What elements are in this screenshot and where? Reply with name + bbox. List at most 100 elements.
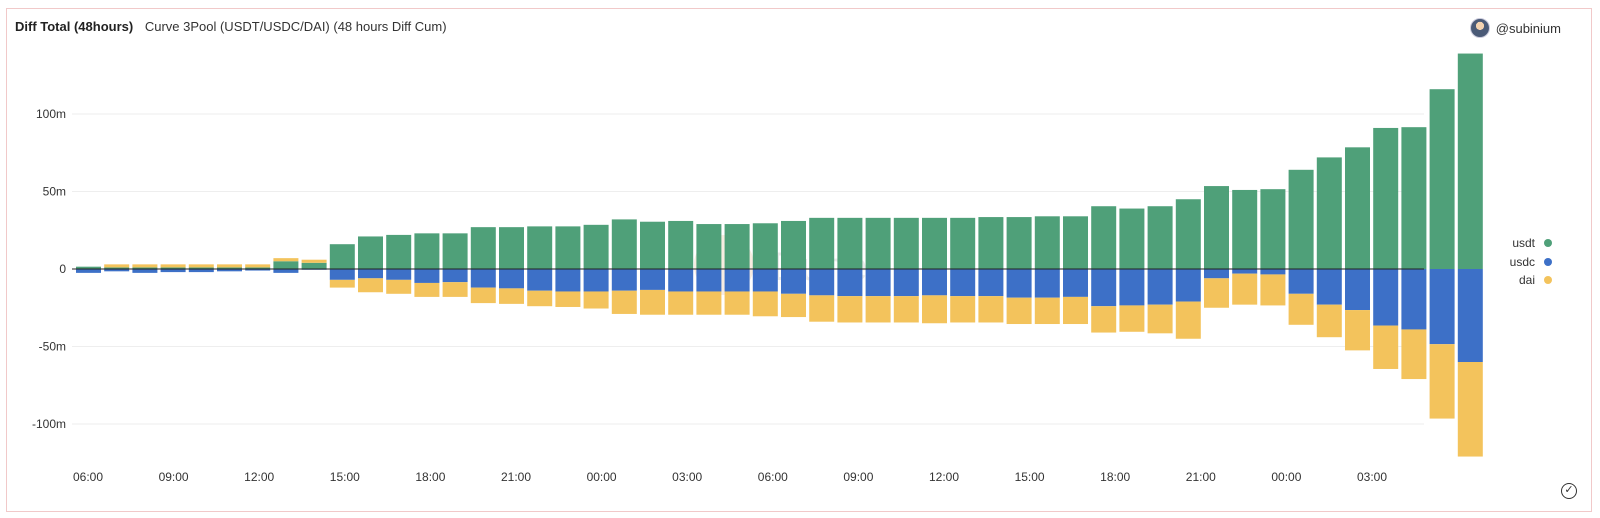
bar-usdc	[611, 269, 637, 291]
bar-usdc	[104, 269, 130, 272]
bar-usdt	[724, 224, 750, 269]
bar-usdc	[1119, 269, 1145, 306]
bar-dai	[245, 264, 271, 268]
bar-usdt	[1316, 157, 1342, 269]
bar-usdc	[809, 269, 835, 296]
bar-usdt	[781, 220, 806, 269]
bar-usdc	[1147, 269, 1173, 305]
bar-usdc	[414, 269, 440, 283]
bar-dai	[611, 290, 637, 314]
bar-usdt	[104, 267, 130, 269]
y-tick-label: -50m	[39, 340, 66, 354]
bar-usdc	[386, 269, 412, 280]
bar-usdt	[668, 220, 694, 269]
bar-usdt	[922, 217, 947, 269]
bar-usdc	[442, 269, 468, 283]
y-tick-label: -100m	[32, 417, 66, 431]
bar-usdt	[499, 227, 524, 269]
bar-usdc	[1401, 269, 1427, 330]
bar-usdc	[1429, 269, 1455, 345]
x-tick-label: 06:00	[73, 470, 103, 484]
y-tick-label: 50m	[43, 185, 66, 199]
bar-usdc	[329, 269, 355, 280]
bar-dai	[132, 264, 158, 268]
bar-usdt	[978, 217, 1004, 269]
bar-dai	[1119, 305, 1145, 332]
bar-dai	[1429, 344, 1455, 419]
bar-usdc	[752, 269, 778, 292]
bar-dai	[442, 282, 468, 297]
bar-dai	[1147, 304, 1173, 334]
bar-usdc	[470, 269, 496, 288]
x-tick-label: 00:00	[587, 470, 617, 484]
bar-dai	[1316, 304, 1342, 338]
legend-label-usdc: usdc	[1510, 255, 1535, 269]
bar-usdt	[301, 262, 327, 269]
legend-dot-usdc	[1544, 258, 1552, 266]
y-tick-label: 100m	[36, 107, 66, 121]
bar-usdt	[1429, 89, 1455, 269]
bar-usdc	[583, 269, 609, 292]
bar-usdt	[188, 267, 214, 269]
bar-usdc	[640, 269, 665, 290]
bar-dai	[1288, 293, 1314, 325]
bar-dai	[1175, 301, 1201, 339]
chart-subtitle: Curve 3Pool (USDT/USDC/DAI) (48 hours Di…	[144, 19, 447, 34]
bar-usdt	[1288, 169, 1314, 269]
bar-usdc	[724, 269, 750, 292]
bar-dai	[358, 278, 383, 293]
bar-usdc	[245, 269, 271, 271]
bar-usdc	[1345, 269, 1370, 311]
bar-usdc	[1457, 269, 1483, 362]
bar-dai	[696, 291, 722, 315]
x-tick-label: 09:00	[159, 470, 189, 484]
bar-usdt	[837, 217, 863, 269]
bar-dai	[386, 279, 412, 294]
bar-dai	[527, 290, 553, 307]
bar-usdt	[1091, 206, 1117, 269]
bar-usdt	[1034, 216, 1060, 269]
bar-usdc	[273, 269, 299, 273]
bar-dai	[329, 279, 355, 288]
bar-usdt	[809, 217, 835, 269]
bar-usdc	[1232, 269, 1258, 274]
check-circle-icon[interactable]: ✓	[1561, 483, 1577, 499]
chart-header: Diff Total (48hours) Curve 3Pool (USDT/U…	[15, 19, 447, 34]
bar-usdt	[1373, 127, 1399, 269]
bar-usdt	[893, 217, 919, 269]
bar-usdt	[555, 226, 581, 269]
bar-usdt	[1204, 186, 1229, 269]
bar-dai	[301, 259, 327, 263]
legend-dot-dai	[1544, 276, 1552, 284]
bar-usdt	[245, 267, 271, 269]
author-badge[interactable]: @subinium	[1469, 18, 1561, 38]
bar-usdt	[414, 233, 440, 269]
bar-dai	[470, 287, 496, 304]
bar-dai	[104, 264, 130, 268]
bar-usdt	[1006, 217, 1032, 269]
bar-usdc	[781, 269, 806, 294]
bar-usdt	[1401, 127, 1427, 269]
bar-usdt	[160, 267, 186, 269]
x-tick-label: 06:00	[758, 470, 788, 484]
x-tick-label: 12:00	[929, 470, 959, 484]
bar-usdc	[217, 269, 242, 272]
bar-usdc	[1175, 269, 1201, 302]
bar-dai	[922, 295, 947, 324]
bar-usdc	[1288, 269, 1314, 294]
bar-dai	[978, 296, 1004, 323]
bar-usdt	[865, 217, 891, 269]
avatar	[1469, 18, 1490, 38]
bar-usdt	[1345, 147, 1370, 269]
bar-dai	[1260, 274, 1286, 306]
bar-usdt	[217, 267, 242, 269]
x-tick-label: 03:00	[1357, 470, 1387, 484]
bar-dai	[950, 296, 976, 323]
x-tick-label: 21:00	[1186, 470, 1216, 484]
bar-usdc	[950, 269, 976, 297]
chart-title: Diff Total (48hours)	[15, 19, 134, 34]
bar-dai	[160, 264, 186, 268]
x-tick-label: 15:00	[1015, 470, 1045, 484]
bar-usdc	[837, 269, 863, 297]
bar-dai	[1345, 310, 1370, 351]
